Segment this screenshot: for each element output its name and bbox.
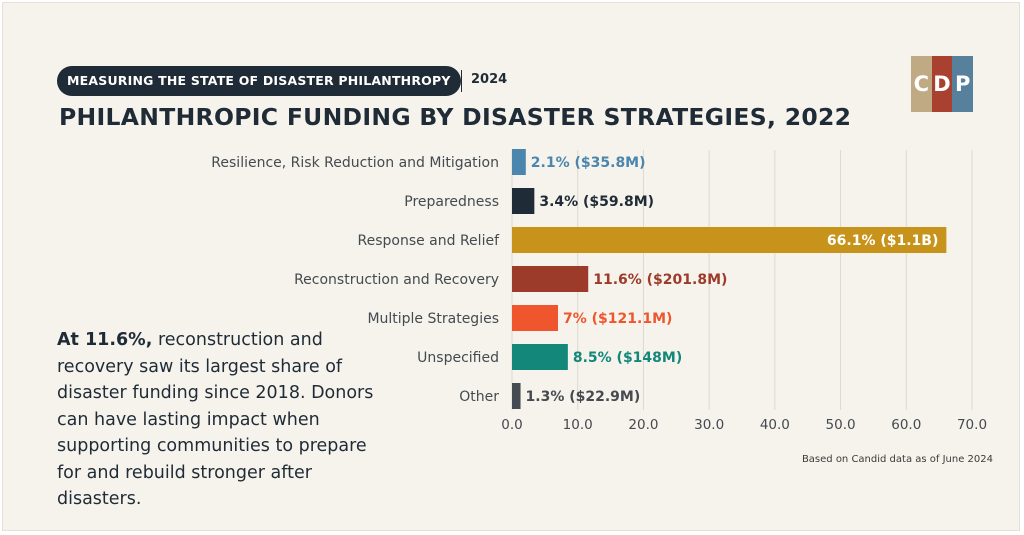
callout-text: At 11.6%, reconstruction and recovery sa… <box>57 327 377 513</box>
data-label: 8.5% ($148M) <box>573 350 682 366</box>
bar <box>512 227 947 253</box>
logo-letter-d: D <box>931 56 953 112</box>
header-divider <box>461 70 462 92</box>
category-label: Response and Relief <box>357 233 500 249</box>
logo-letter-c: C <box>911 56 932 112</box>
category-label: Reconstruction and Recovery <box>294 272 499 288</box>
x-tick-label: 40.0 <box>760 417 790 433</box>
logo-letter-p: P <box>952 56 974 112</box>
x-tick-label: 60.0 <box>891 417 921 433</box>
data-label: 2.1% ($35.8M) <box>531 155 646 171</box>
bar <box>512 383 521 409</box>
data-label: 1.3% ($22.9M) <box>526 389 641 405</box>
x-tick-label: 10.0 <box>563 417 593 433</box>
source-note: Based on Candid data as of June 2024 <box>801 454 993 465</box>
category-label: Unspecified <box>417 350 499 366</box>
x-tick-label: 0.0 <box>501 417 522 433</box>
category-label: Preparedness <box>404 194 499 210</box>
x-tick-label: 50.0 <box>826 417 856 433</box>
callout-highlight: At 11.6%, <box>57 330 153 350</box>
cdp-logo: C D P <box>911 56 974 112</box>
category-label: Multiple Strategies <box>367 311 499 327</box>
category-label: Resilience, Risk Reduction and Mitigatio… <box>211 155 499 171</box>
callout-body: reconstruction and recovery saw its larg… <box>57 330 374 509</box>
data-label: 11.6% ($201.8M) <box>593 272 727 288</box>
bar <box>512 344 568 370</box>
series-badge: MEASURING THE STATE OF DISASTER PHILANTH… <box>57 66 461 96</box>
x-tick-label: 20.0 <box>628 417 658 433</box>
data-label: 3.4% ($59.8M) <box>539 194 654 210</box>
data-label: 7% ($121.1M) <box>563 311 672 327</box>
data-label: 66.1% ($1.1B) <box>827 233 938 249</box>
x-tick-label: 30.0 <box>694 417 724 433</box>
bar <box>512 188 535 214</box>
report-year: 2024 <box>471 72 508 87</box>
chart-title: PHILANTHROPIC FUNDING BY DISASTER STRATE… <box>59 103 852 131</box>
bar <box>512 266 589 292</box>
x-tick-label: 70.0 <box>957 417 987 433</box>
bar <box>512 149 526 175</box>
bar <box>512 305 558 331</box>
category-label: Other <box>459 389 499 405</box>
